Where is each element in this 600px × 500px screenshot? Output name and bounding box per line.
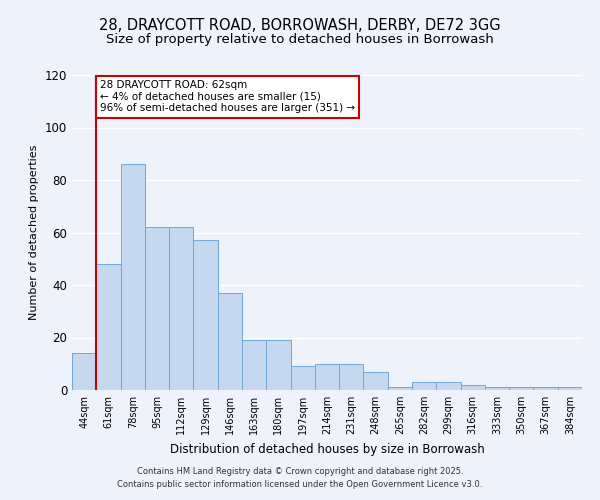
Bar bbox=[485, 388, 509, 390]
Bar bbox=[461, 385, 485, 390]
X-axis label: Distribution of detached houses by size in Borrowash: Distribution of detached houses by size … bbox=[170, 442, 484, 456]
Bar bbox=[533, 388, 558, 390]
Y-axis label: Number of detached properties: Number of detached properties bbox=[29, 145, 39, 320]
Bar bbox=[121, 164, 145, 390]
Text: Size of property relative to detached houses in Borrowash: Size of property relative to detached ho… bbox=[106, 32, 494, 46]
Text: 28, DRAYCOTT ROAD, BORROWASH, DERBY, DE72 3GG: 28, DRAYCOTT ROAD, BORROWASH, DERBY, DE7… bbox=[99, 18, 501, 32]
Bar bbox=[339, 364, 364, 390]
Bar bbox=[96, 264, 121, 390]
Bar bbox=[364, 372, 388, 390]
Bar bbox=[412, 382, 436, 390]
Bar bbox=[290, 366, 315, 390]
Bar bbox=[558, 388, 582, 390]
Bar bbox=[242, 340, 266, 390]
Bar bbox=[72, 353, 96, 390]
Bar bbox=[169, 227, 193, 390]
Bar bbox=[266, 340, 290, 390]
Bar bbox=[145, 227, 169, 390]
Text: Contains HM Land Registry data © Crown copyright and database right 2025.: Contains HM Land Registry data © Crown c… bbox=[137, 467, 463, 476]
Bar bbox=[315, 364, 339, 390]
Bar bbox=[193, 240, 218, 390]
Bar bbox=[436, 382, 461, 390]
Bar bbox=[218, 293, 242, 390]
Text: 28 DRAYCOTT ROAD: 62sqm
← 4% of detached houses are smaller (15)
96% of semi-det: 28 DRAYCOTT ROAD: 62sqm ← 4% of detached… bbox=[100, 80, 355, 114]
Text: Contains public sector information licensed under the Open Government Licence v3: Contains public sector information licen… bbox=[118, 480, 482, 489]
Bar bbox=[388, 388, 412, 390]
Bar bbox=[509, 388, 533, 390]
